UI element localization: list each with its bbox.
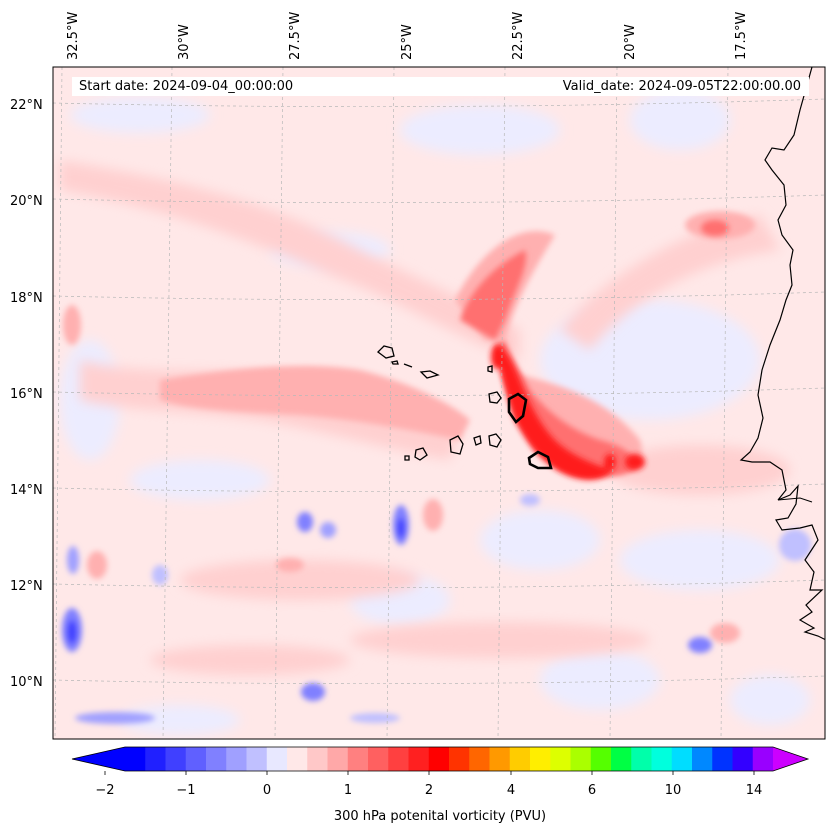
colorbar-segment xyxy=(671,747,693,771)
colorbar-segment xyxy=(185,747,207,771)
colorbar-segment xyxy=(165,747,187,771)
lon-label-25w: 25°W xyxy=(400,24,415,60)
colorbar-segment xyxy=(246,747,268,771)
colorbar-segment xyxy=(287,747,308,771)
pv-negative-patches xyxy=(62,494,811,724)
colorbar-outline xyxy=(71,746,810,772)
colorbar-tick-label: −2 xyxy=(95,783,115,798)
colorbar-segment xyxy=(712,747,734,771)
colorbar-segment xyxy=(327,747,349,771)
colorbar-tick-label: 6 xyxy=(587,783,597,798)
colorbar-segment xyxy=(206,747,227,771)
colorbar-extend-min xyxy=(72,747,125,771)
colorbar-segment xyxy=(266,747,288,771)
colorbar-segment xyxy=(631,747,653,771)
colorbar-segment xyxy=(530,747,551,771)
colorbar-segment xyxy=(145,747,167,771)
lat-label-20n: 20°N xyxy=(10,194,43,209)
colorbar-tick-label: −1 xyxy=(176,783,196,798)
lat-label-22n: 22°N xyxy=(10,98,43,113)
colorbar xyxy=(71,746,810,775)
colorbar-segment xyxy=(469,747,491,771)
colorbar-segment xyxy=(509,747,531,771)
colorbar-segment xyxy=(489,747,511,771)
title-bar xyxy=(72,77,809,96)
colorbar-segment xyxy=(388,747,410,771)
cape-verde-islands xyxy=(377,345,553,470)
lon-label-22-5w: 22.5°W xyxy=(511,11,526,60)
graticule xyxy=(53,67,825,739)
colorbar-segment xyxy=(347,747,369,771)
colorbar-tick-label: 10 xyxy=(664,783,682,798)
colorbar-segment xyxy=(428,747,450,771)
lon-label-20w: 20°W xyxy=(623,24,638,60)
colorbar-segment xyxy=(570,747,592,771)
pv-core-maximum xyxy=(491,345,645,480)
lat-label-14n: 14°N xyxy=(10,483,43,498)
lat-label-18n: 18°N xyxy=(10,291,43,306)
colorbar-tick-label: 0 xyxy=(262,783,272,798)
colorbar-segment xyxy=(550,747,572,771)
colorbar-segment xyxy=(590,747,612,771)
colorbar-label: 300 hPa potenital vorticity (PVU) xyxy=(333,809,547,824)
colorbar-segment xyxy=(125,747,146,771)
colorbar-tick-label: 1 xyxy=(343,783,353,798)
lat-label-16n: 16°N xyxy=(10,387,43,402)
colorbar-segment xyxy=(408,747,430,771)
lat-label-10n: 10°N xyxy=(10,675,43,690)
start-date-label: Start date: 2024-09-04_00:00:00 xyxy=(79,79,294,94)
colorbar-segment xyxy=(692,747,713,771)
lon-label-30w: 30°W xyxy=(177,24,192,60)
colorbar-segment xyxy=(368,747,389,771)
colorbar-segment xyxy=(651,747,673,771)
colorbar-extend-max xyxy=(773,747,808,771)
lon-label-27-5w: 27.5°W xyxy=(288,11,303,60)
colorbar-segment xyxy=(752,747,774,771)
pv-strong-positive-band xyxy=(460,220,729,478)
valid-date-label: Valid_date: 2024-09-05T22:00:00.00 xyxy=(562,79,801,94)
colorbar-tick-label: 14 xyxy=(745,783,763,798)
colorbar-tick-label: 4 xyxy=(506,783,516,798)
colorbar-segment xyxy=(611,747,632,771)
colorbar-segment xyxy=(449,747,470,771)
colorbar-segment xyxy=(732,747,754,771)
lon-label-32-5w: 32.5°W xyxy=(66,11,81,60)
colorbar-segment xyxy=(226,747,248,771)
gambia-river xyxy=(777,497,813,503)
lon-label-17-5w: 17.5°W xyxy=(734,11,749,60)
africa-coastline xyxy=(739,67,825,641)
lat-label-12n: 12°N xyxy=(10,579,43,594)
colorbar-segment xyxy=(307,747,329,771)
colorbar-tick-label: 2 xyxy=(424,783,434,798)
map-frame xyxy=(52,66,826,740)
